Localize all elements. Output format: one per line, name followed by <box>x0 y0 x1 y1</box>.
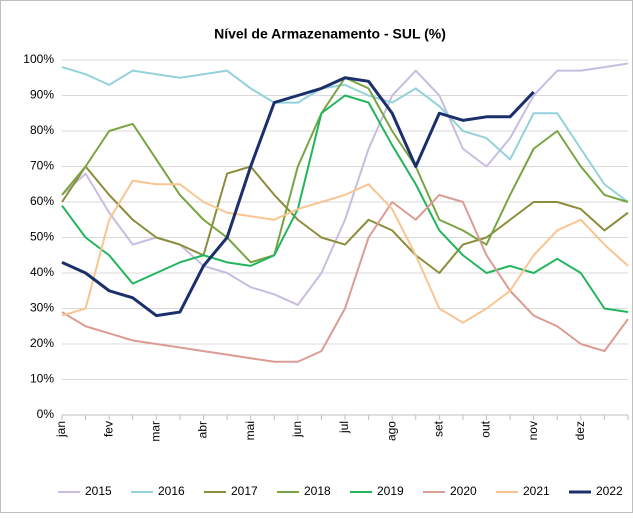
chart-title: Nível de Armazenamento - SUL (%) <box>214 26 446 42</box>
x-tick-label: abr <box>196 421 210 438</box>
x-tick-label: dez <box>573 421 587 440</box>
y-tick-label: 100% <box>23 52 54 66</box>
x-tick-label: jun <box>290 421 304 438</box>
legend-label: 2017 <box>231 484 258 498</box>
y-tick-label: 20% <box>30 336 54 350</box>
y-tick-label: 80% <box>30 123 54 137</box>
legend-label: 2015 <box>85 484 112 498</box>
x-tick-label: mar <box>149 421 163 442</box>
y-tick-label: 40% <box>30 265 54 279</box>
x-tick-label: mai <box>243 421 257 440</box>
y-tick-label: 50% <box>30 230 54 244</box>
x-tick-label: fev <box>101 421 115 437</box>
y-tick-label: 70% <box>30 159 54 173</box>
legend-label: 2016 <box>158 484 185 498</box>
series-line <box>61 193 629 363</box>
y-tick-label: 10% <box>30 372 54 386</box>
legend-label: 2018 <box>304 484 331 498</box>
legend-label: 2020 <box>450 484 477 498</box>
y-tick-label: 90% <box>30 88 54 102</box>
x-tick-label: ago <box>384 421 398 441</box>
y-tick-label: 30% <box>30 301 54 315</box>
x-tick-label: jul <box>337 421 351 434</box>
legend-label: 2022 <box>596 484 623 498</box>
x-tick-label: out <box>479 420 493 437</box>
series-line <box>61 66 629 203</box>
series-line <box>61 94 629 314</box>
series-line <box>61 165 629 274</box>
legend-label: 2019 <box>377 484 404 498</box>
x-tick-label: jan <box>54 421 68 438</box>
x-tick-label: nov <box>526 421 540 440</box>
legend-label: 2021 <box>523 484 550 498</box>
series-line <box>61 179 629 324</box>
y-tick-label: 60% <box>30 194 54 208</box>
x-tick-label: set <box>432 420 446 437</box>
y-tick-label: 0% <box>37 407 55 421</box>
series-line <box>61 76 535 318</box>
